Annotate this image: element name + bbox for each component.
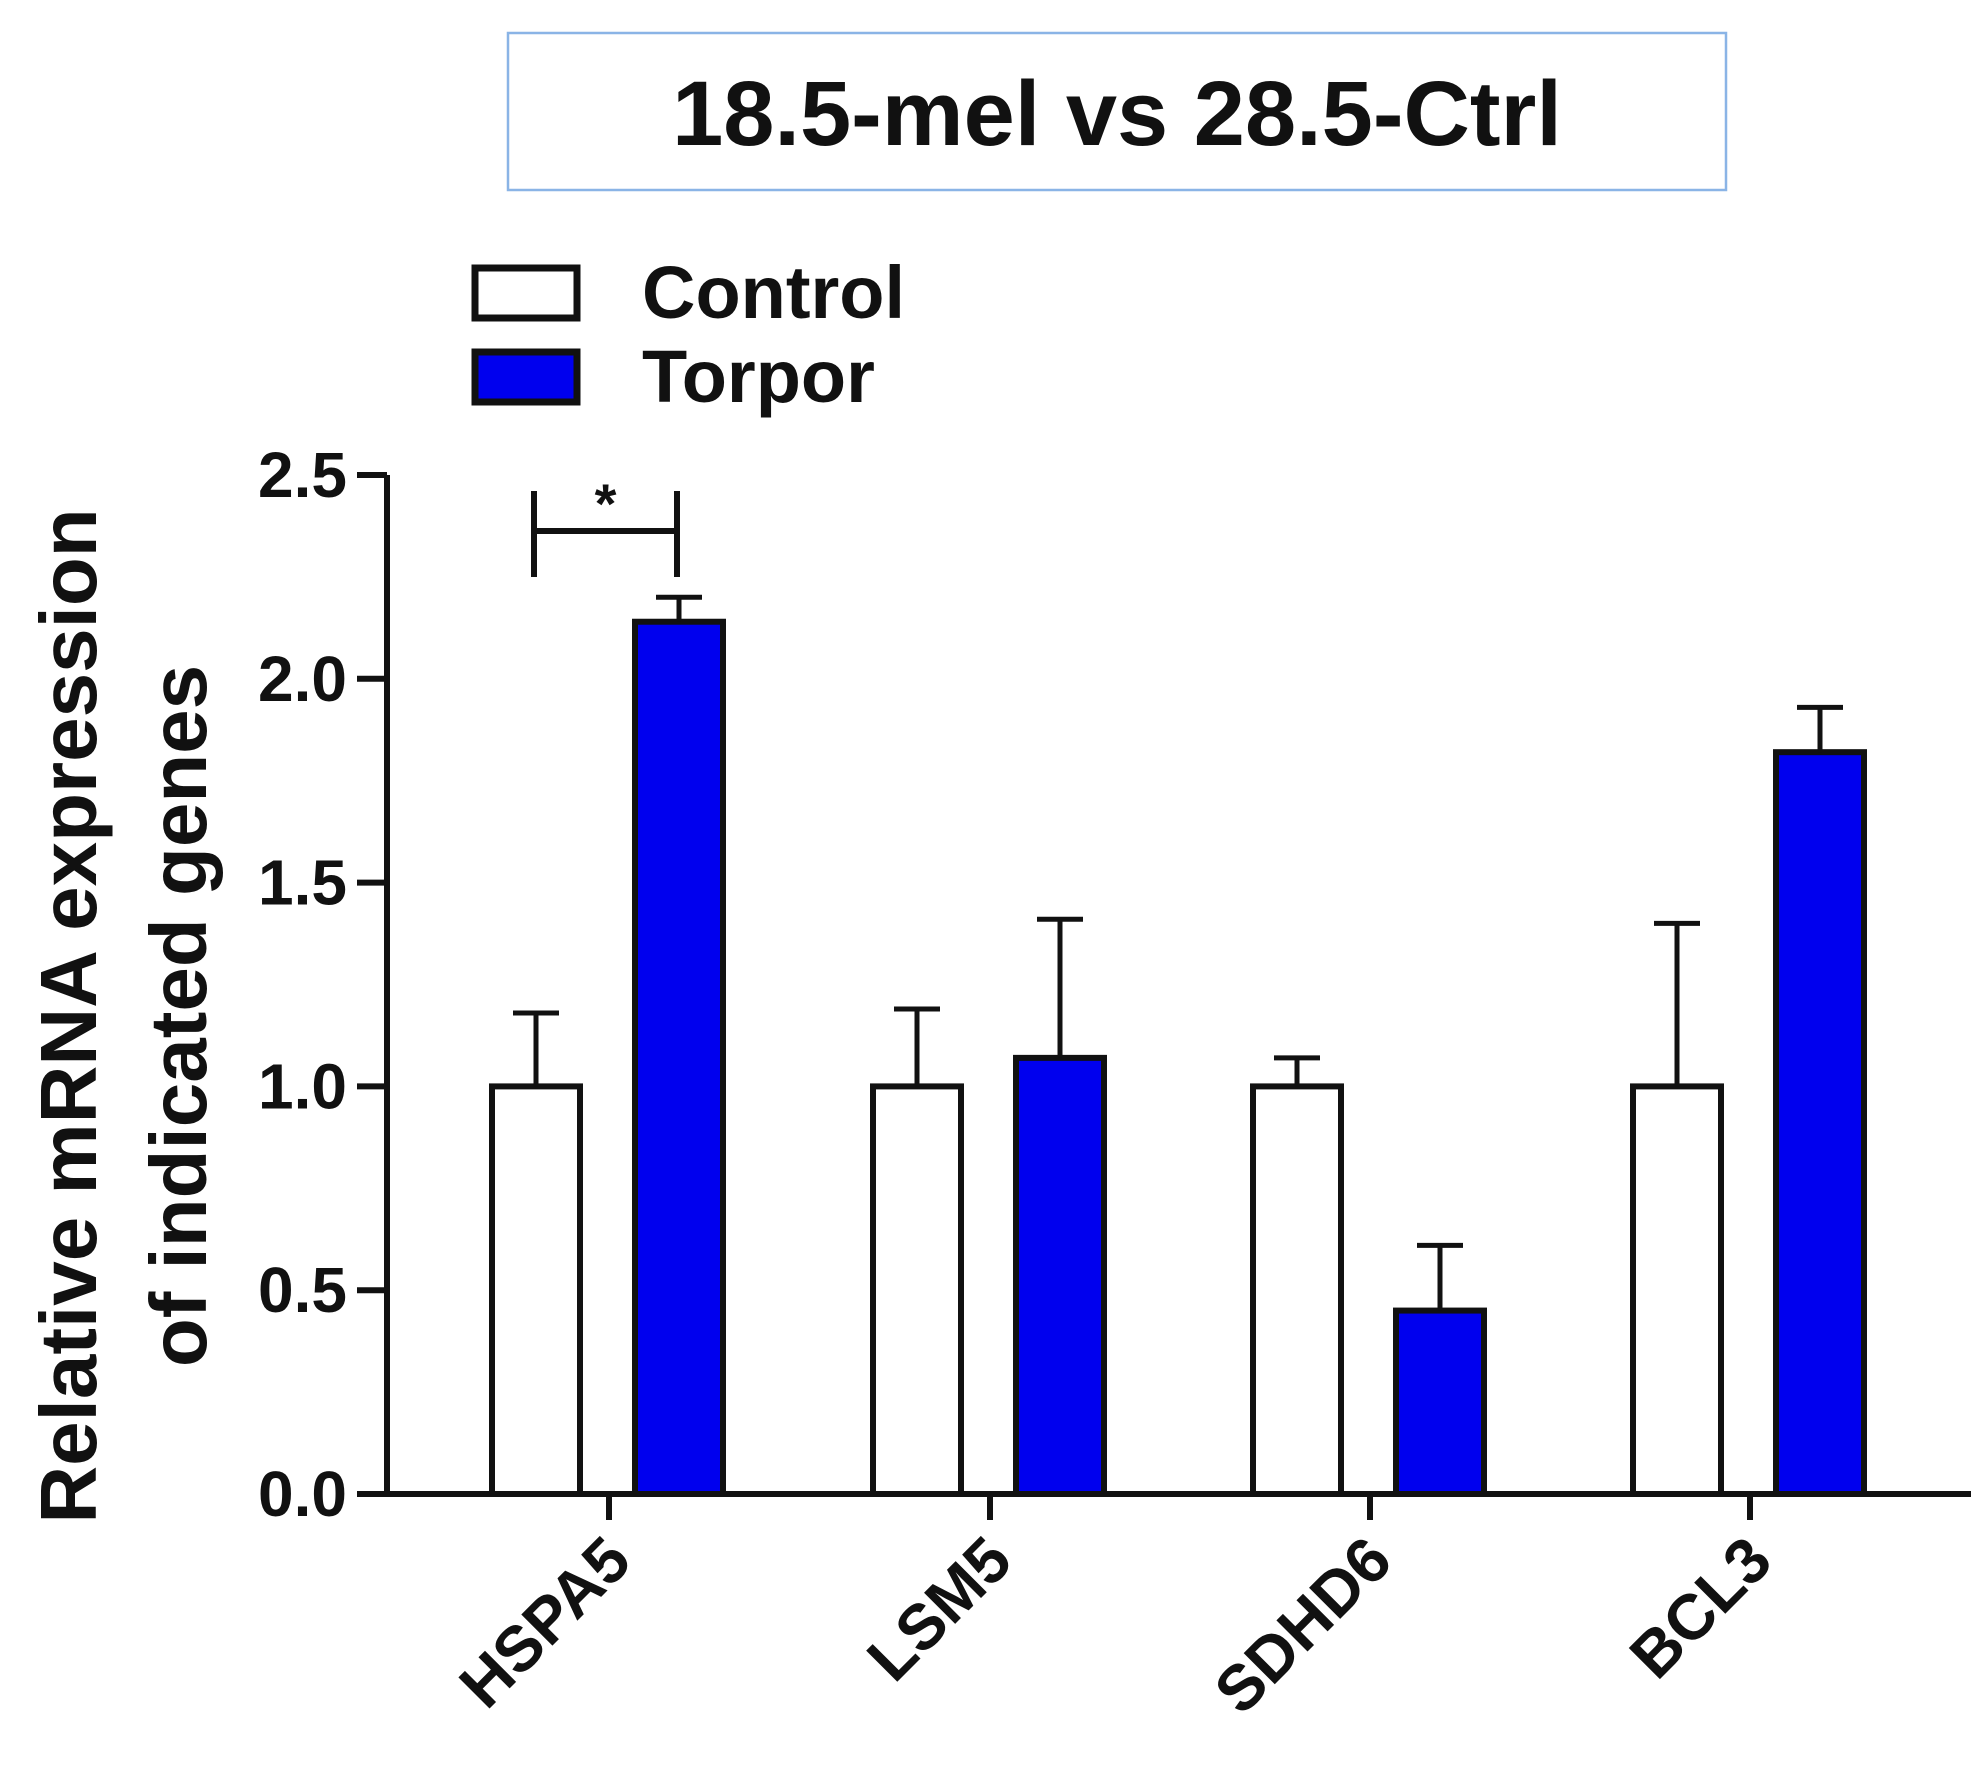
y-tick-label: 1.5 <box>258 847 347 919</box>
bar-sdhd6-torpor <box>1393 1307 1487 1497</box>
error-bar-sdhd6-torpor <box>1417 1242 1463 1311</box>
legend-swatch-control <box>471 264 581 322</box>
legend: Control Torpor <box>471 251 905 418</box>
y-axis-ticks: 0.0 0.5 1.0 1.5 2.0 2.5 <box>258 439 387 1530</box>
bar-hspa5-control <box>489 1083 583 1498</box>
significance-annotations: * <box>531 472 680 577</box>
y-tick-label: 2.0 <box>258 643 347 715</box>
x-axis-ticks: HSPA5 LSM5 SDHD6 BCL3 <box>445 1494 1785 1727</box>
error-bar-lsm5-torpor <box>1037 916 1083 1058</box>
bar-hspa5-torpor <box>632 618 726 1497</box>
significance-bracket <box>531 491 680 577</box>
x-tick-label: HSPA5 <box>445 1523 643 1721</box>
title-box <box>506 31 1728 192</box>
bar-lsm5-control <box>870 1083 964 1498</box>
bar-bcl3-control <box>1630 1083 1724 1498</box>
error-bar-hspa5-control <box>513 1010 559 1087</box>
x-tick-label: BCL3 <box>1616 1523 1785 1692</box>
error-bar-hspa5-torpor <box>656 594 702 622</box>
error-bar-bcl3-control <box>1654 920 1700 1087</box>
y-axis-label-line1: Relative mRNA expression <box>24 508 113 1523</box>
chart-title: 18.5-mel vs 28.5-Ctrl <box>672 63 1562 165</box>
y-tick-label: 0.5 <box>258 1254 347 1326</box>
legend-label-torpor: Torpor <box>642 335 875 418</box>
x-tick-label: LSM5 <box>853 1523 1025 1695</box>
y-tick-label: 1.0 <box>258 1050 347 1122</box>
bar-sdhd6-control <box>1250 1083 1344 1498</box>
error-bar-lsm5-control <box>894 1006 940 1087</box>
error-bar-bcl3-torpor <box>1797 704 1843 753</box>
error-bar-sdhd6-control <box>1274 1055 1320 1087</box>
y-axis-label: Relative mRNA expression of indicated ge… <box>24 508 223 1523</box>
bars <box>489 594 1867 1498</box>
significance-star: * <box>595 472 617 535</box>
legend-label-control: Control <box>642 251 905 334</box>
y-axis-label-line2: of indicated genes <box>134 665 223 1367</box>
legend-swatch-torpor <box>471 348 581 406</box>
bar-bcl3-torpor <box>1773 749 1867 1497</box>
y-tick-label: 0.0 <box>258 1458 347 1530</box>
y-tick-label: 2.5 <box>258 439 347 511</box>
x-tick-label: SDHD6 <box>1201 1523 1405 1727</box>
bar-lsm5-torpor <box>1013 1054 1107 1498</box>
